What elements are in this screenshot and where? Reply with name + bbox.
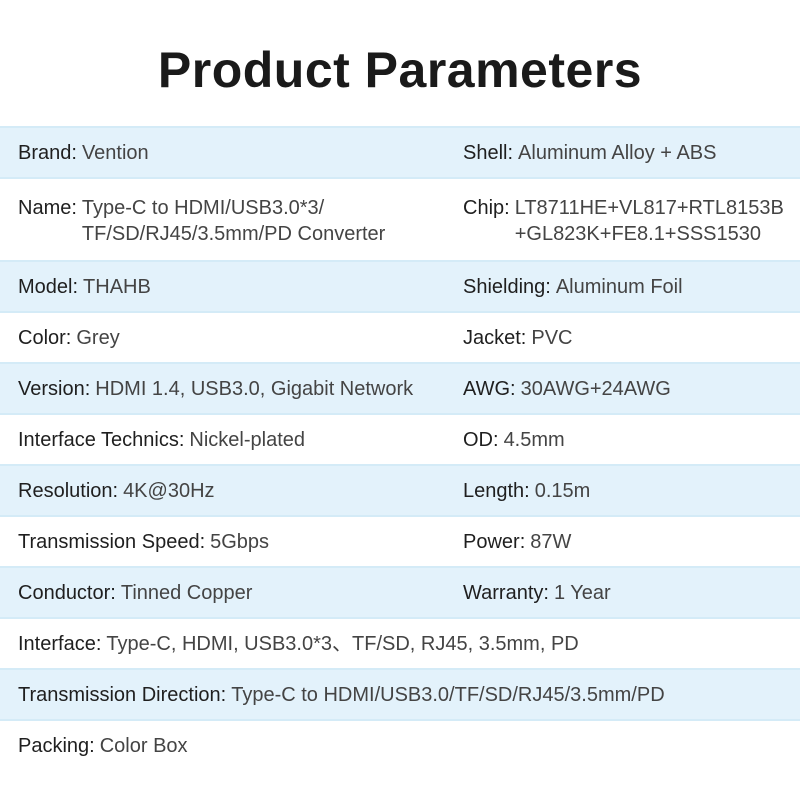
param-value: Aluminum Foil (555, 275, 683, 298)
param-value: 5Gbps (210, 530, 270, 553)
param-label: Chip: (463, 197, 510, 219)
param-label: Color: (18, 326, 72, 349)
param-value: Type-C to HDMI/USB3.0/TF/SD/RJ45/3.5mm/P… (231, 683, 665, 706)
param-value: 0.15m (534, 479, 591, 502)
param-value: LT8711HE+VL817+RTL8153B +GL823K+FE8.1+SS… (514, 197, 784, 245)
param-label: Transmission Direction: (18, 683, 227, 706)
table-row: Name: Type-C to HDMI/USB3.0*3/ TF/SD/RJ45… (0, 177, 800, 260)
page-title: Product Parameters (157, 42, 643, 98)
param-chip: Chip: LT8711HE+VL817+RTL8153B +GL823K+FE8… (463, 179, 784, 260)
param-label: OD: (463, 428, 499, 451)
table-row: Transmission Direction: Type-C to HDMI/US… (0, 668, 800, 719)
param-value: Aluminum Alloy + ABS (518, 141, 717, 164)
param-value: 30AWG+24AWG (520, 377, 671, 400)
param-label: Power: (463, 530, 526, 553)
param-version: Version: HDMI 1.4, USB3.0, Gigabit Networ… (18, 364, 413, 413)
param-shell: Shell: Aluminum Alloy + ABS (463, 128, 716, 177)
param-shielding: Shielding: Aluminum Foil (463, 262, 683, 311)
param-value: 1 Year (553, 581, 611, 604)
param-interface-technics: Interface Technics: Nickel-plated (18, 415, 305, 464)
param-value: Vention (81, 141, 149, 164)
param-value: Type-C to HDMI/USB3.0*3/ TF/SD/RJ45/3.5m… (81, 197, 386, 245)
param-label: Conductor: (18, 581, 116, 604)
param-label: Version: (18, 377, 91, 400)
param-label: Jacket: (463, 326, 527, 349)
param-label: Interface: (18, 632, 102, 655)
param-label: Shielding: (463, 275, 551, 298)
param-transmission-speed: Transmission Speed: 5Gbps (18, 517, 269, 566)
table-row: Model: THAHB Shielding: Aluminum Foil (0, 260, 800, 311)
param-length: Length: 0.15m (463, 466, 590, 515)
param-warranty: Warranty: 1 Year (463, 568, 611, 617)
param-value: Nickel-plated (189, 428, 305, 451)
param-name: Name: Type-C to HDMI/USB3.0*3/ TF/SD/RJ45… (18, 179, 385, 260)
table-row: Resolution: 4K@30Hz Length: 0.15m (0, 464, 800, 515)
param-value: HDMI 1.4, USB3.0, Gigabit Network (95, 377, 414, 400)
param-label: Warranty: (463, 581, 549, 604)
param-power: Power: 87W (463, 517, 571, 566)
param-label: Transmission Speed: (18, 530, 206, 553)
table-row: Conductor: Tinned Copper Warranty: 1 Year (0, 566, 800, 617)
param-value: Tinned Copper (120, 581, 253, 604)
param-value: 87W (530, 530, 572, 553)
param-conductor: Conductor: Tinned Copper (18, 568, 252, 617)
table-row: Packing: Color Box (0, 719, 800, 770)
param-jacket: Jacket: PVC (463, 313, 572, 362)
param-transmission-direction: Transmission Direction: Type-C to HDMI/US… (18, 670, 665, 719)
param-label: Resolution: (18, 479, 119, 502)
param-brand: Brand: Vention (18, 128, 149, 177)
param-value: 4K@30Hz (123, 479, 215, 502)
param-label: Model: (18, 275, 79, 298)
param-label: Shell: (463, 141, 514, 164)
param-label: Brand: (18, 141, 77, 164)
table-row: Brand: Vention Shell: Aluminum Alloy + ABS (0, 126, 800, 177)
param-value: Grey (76, 326, 120, 349)
param-value: Color Box (99, 734, 188, 757)
param-label: Interface Technics: (18, 428, 185, 451)
param-value: Type-C, HDMI, USB3.0*3、TF/SD, RJ45, 3.5m… (106, 632, 579, 655)
param-value: 4.5mm (503, 428, 565, 451)
table-row: Color: Grey Jacket: PVC (0, 311, 800, 362)
table-row: Interface Technics: Nickel-plated OD: 4.5m… (0, 413, 800, 464)
param-label: Length: (463, 479, 530, 502)
table-row: Transmission Speed: 5Gbps Power: 87W (0, 515, 800, 566)
param-color: Color: Grey (18, 313, 120, 362)
param-value: PVC (531, 326, 573, 349)
param-value: THAHB (83, 275, 151, 298)
param-awg: AWG: 30AWG+24AWG (463, 364, 671, 413)
param-label: Name: (18, 197, 77, 219)
param-label: Packing: (18, 734, 95, 757)
parameters-table: Brand: Vention Shell: Aluminum Alloy + ABS… (0, 126, 800, 770)
param-resolution: Resolution: 4K@30Hz (18, 466, 215, 515)
param-label: AWG: (463, 377, 516, 400)
param-packing: Packing: Color Box (18, 721, 188, 770)
table-row: Interface: Type-C, HDMI, USB3.0*3、TF/SD, … (0, 617, 800, 668)
param-od: OD: 4.5mm (463, 415, 565, 464)
param-model: Model: THAHB (18, 262, 151, 311)
param-interface: Interface: Type-C, HDMI, USB3.0*3、TF/SD, … (18, 619, 579, 668)
table-row: Version: HDMI 1.4, USB3.0, Gigabit Networ… (0, 362, 800, 413)
